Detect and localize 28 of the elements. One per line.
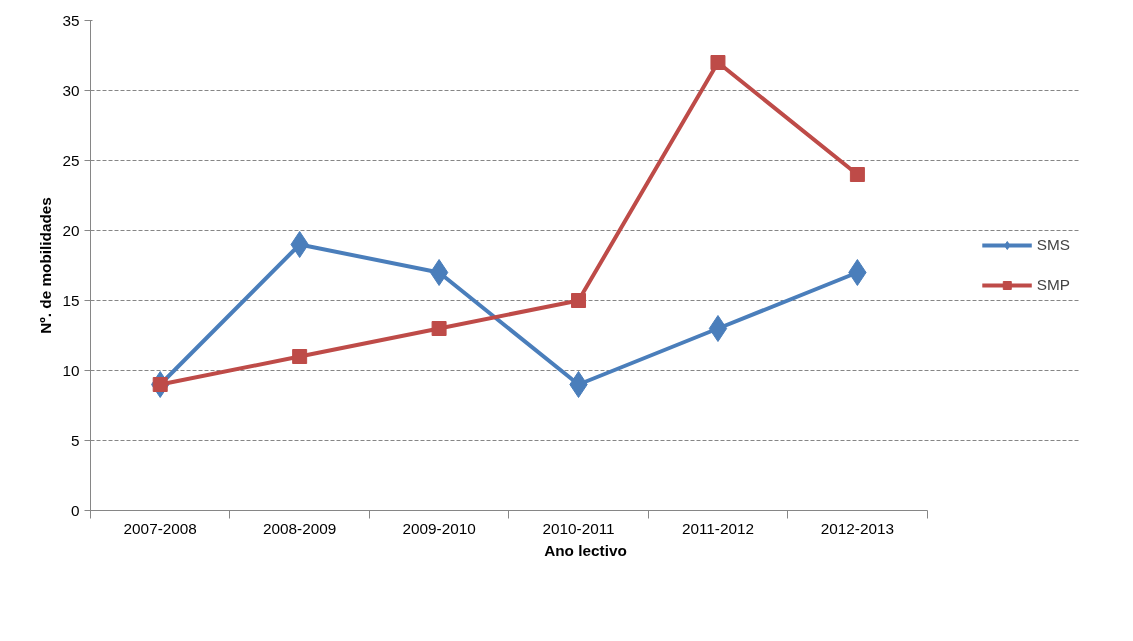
point <box>708 315 728 342</box>
y-tick-label: 20 <box>62 221 80 239</box>
x-tick-label: 2009-2010 <box>402 519 476 537</box>
point <box>429 259 449 286</box>
y-tick-label: 25 <box>62 151 80 169</box>
y-axis-title: Nº. de mobilidades <box>37 197 55 334</box>
point <box>290 231 309 258</box>
point <box>571 293 587 308</box>
point <box>849 167 865 182</box>
x-tick-label: 2008-2009 <box>263 519 337 537</box>
y-tick-label: 15 <box>62 291 80 309</box>
point <box>292 349 308 364</box>
y-tick-label: 5 <box>70 431 80 449</box>
x-tick-label: 2007-2008 <box>123 519 197 537</box>
point <box>710 55 726 70</box>
y-tick-label: 35 <box>62 11 80 29</box>
x-tick-label: 2011-2012 <box>681 519 755 537</box>
x-tick-label: 2010-2011 <box>542 519 615 537</box>
point <box>431 321 447 336</box>
point <box>848 259 867 286</box>
legend-label: SMS <box>1036 236 1070 254</box>
y-tick-label: 30 <box>62 81 80 99</box>
x-axis-title: Ano lectivo <box>544 541 627 559</box>
legend-label: SMP <box>1036 276 1070 294</box>
y-tick-label: 10 <box>62 361 80 379</box>
x-tick-label: 2012-2013 <box>820 519 895 537</box>
point <box>569 371 588 398</box>
y-tick-label: 0 <box>70 501 80 519</box>
